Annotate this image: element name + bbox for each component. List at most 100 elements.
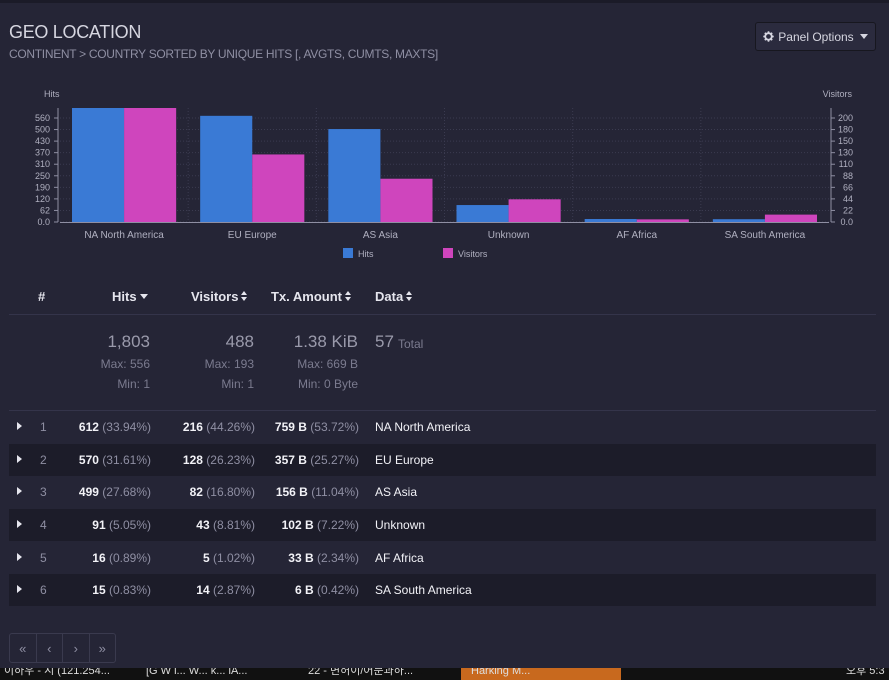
summary-hits-total: 1,803	[107, 332, 150, 351]
y-left-tick-label: 120	[35, 194, 50, 204]
row-hits: 570 (31.61%)	[78, 453, 151, 467]
col-header-tx-amount[interactable]: Tx. Amount	[271, 289, 352, 304]
y-right-tick-label: 130	[838, 148, 853, 158]
col-header-num: #	[38, 289, 46, 304]
row-index: 3	[40, 485, 47, 499]
row-tx-amount: 759 B (53.72%)	[274, 420, 359, 434]
row-visitors: 82 (16.80%)	[189, 485, 255, 499]
row-index: 4	[40, 518, 47, 532]
header-divider	[9, 314, 876, 315]
summary-divider	[9, 410, 876, 411]
y-left-tick-label: 62	[40, 205, 50, 215]
table-row[interactable]: 4 91 (5.05%) 43 (8.81%) 102 B (7.22%) Unknow…	[9, 509, 876, 541]
taskbar-item-active[interactable]: Harking M...	[461, 668, 621, 680]
bar-visitors	[764, 214, 817, 222]
row-visitors: 216 (44.26%)	[182, 420, 255, 434]
bar-visitors	[380, 178, 433, 222]
summary-visitors-total: 488	[225, 332, 254, 351]
first-page-button[interactable]: «	[10, 634, 37, 662]
legend-swatch	[343, 248, 353, 258]
row-hits: 16 (0.89%)	[92, 551, 151, 565]
row-tx-amount: 102 B (7.22%)	[281, 518, 359, 532]
x-category-label: Unknown	[488, 230, 530, 241]
row-tx-amount: 156 B (11.04%)	[275, 485, 359, 499]
row-tx-amount: 6 B (0.42%)	[294, 583, 359, 597]
bar-visitors	[124, 108, 177, 222]
y-left-tick-label: 190	[35, 182, 50, 192]
row-data: Unknown	[375, 518, 426, 532]
row-index: 2	[40, 453, 47, 467]
summary-data-total-label: Total	[398, 337, 424, 351]
next-page-button[interactable]: ›	[63, 634, 90, 662]
panel-subtitle: CONTINENT > COUNTRY SORTED BY UNIQUE HIT…	[9, 47, 438, 61]
expand-row-icon[interactable]	[17, 487, 22, 495]
table-row[interactable]: 3 499 (27.68%) 82 (16.80%) 156 B (11.04%) AS…	[9, 476, 876, 508]
summary-data-total: 57	[375, 332, 394, 351]
y-right-tick-label: 200	[838, 113, 853, 123]
table-header: # Hits Visitors Tx. Amount Data	[9, 285, 876, 309]
bar-hits	[72, 108, 125, 222]
y-right-tick-label: 88	[843, 171, 853, 181]
summary-tx-max: Max: 669 B	[297, 357, 358, 371]
row-hits: 499 (27.68%)	[78, 485, 151, 499]
bar-hits	[712, 219, 765, 222]
table-row[interactable]: 5 16 (0.89%) 5 (1.02%) 33 B (2.34%) AF Afric…	[9, 542, 876, 574]
table-row[interactable]: 1 612 (33.94%) 216 (44.26%) 759 B (53.72%) N…	[9, 411, 876, 443]
row-hits: 15 (0.83%)	[92, 583, 151, 597]
y-left-tick-label: 0.0	[37, 217, 50, 227]
expand-row-icon[interactable]	[17, 422, 22, 430]
summary-hits-min: Min: 1	[117, 377, 150, 391]
taskbar-clock: 오후 5:3	[846, 668, 885, 677]
legend-label: Visitors	[458, 249, 488, 259]
taskbar-item[interactable]: [G W i... W... k... iA...	[146, 668, 248, 677]
expand-row-icon[interactable]	[17, 585, 22, 593]
y-right-tick-label: 110	[839, 159, 853, 169]
legend-label: Hits	[358, 249, 374, 259]
y-left-tick-label: 560	[35, 113, 50, 123]
gear-icon	[763, 31, 775, 42]
row-data: AS Asia	[375, 485, 418, 499]
panel-options-label: Panel Options	[778, 29, 854, 44]
y-right-axis-label: Visitors	[823, 89, 853, 99]
row-visitors: 5 (1.02%)	[202, 551, 255, 565]
bar-hits	[456, 205, 509, 222]
x-category-label: AS Asia	[363, 230, 398, 241]
sort-icon	[406, 291, 413, 302]
col-header-hits[interactable]: Hits	[112, 289, 148, 304]
expand-row-icon[interactable]	[17, 553, 22, 561]
pagination: « ‹ › »	[9, 633, 116, 663]
summary-visitors-max: Max: 193	[204, 357, 254, 371]
row-hits: 612 (33.94%)	[78, 420, 151, 434]
last-page-button[interactable]: »	[98, 640, 106, 656]
taskbar-item[interactable]: 이하우 - 시 (121.254...	[4, 668, 110, 677]
os-taskbar: 이하우 - 시 (121.254... [G W i... W... k... …	[0, 668, 889, 680]
x-category-label: EU Europe	[228, 230, 277, 241]
taskbar-item[interactable]: 22 - 면허이/어문과하...	[308, 668, 414, 677]
row-index: 6	[40, 583, 47, 597]
table-row[interactable]: 6 15 (0.83%) 14 (2.87%) 6 B (0.42%) SA South…	[9, 574, 876, 606]
y-left-axis-label: Hits	[44, 89, 60, 99]
row-hits: 91 (5.05%)	[92, 518, 151, 532]
y-right-tick-label: 22	[843, 205, 853, 215]
panel-options-button[interactable]: Panel Options	[755, 22, 876, 51]
row-visitors: 14 (2.87%)	[196, 583, 255, 597]
row-data: SA South America	[375, 583, 472, 597]
col-header-data[interactable]: Data	[375, 289, 413, 304]
expand-row-icon[interactable]	[17, 455, 22, 463]
y-right-tick-label: 66	[843, 182, 853, 192]
summary-visitors-min: Min: 1	[221, 377, 254, 391]
y-right-tick-label: 150	[838, 136, 853, 146]
x-category-label: SA South America	[725, 230, 806, 241]
row-visitors: 128 (26.23%)	[182, 453, 255, 467]
y-left-tick-label: 310	[35, 159, 50, 169]
sort-icon	[345, 291, 352, 302]
table-row[interactable]: 2 570 (31.61%) 128 (26.23%) 357 B (25.27%) E…	[9, 444, 876, 476]
bar-visitors	[636, 219, 689, 222]
row-data: NA North America	[375, 420, 471, 434]
prev-page-button[interactable]: ‹	[37, 634, 63, 662]
expand-row-icon[interactable]	[17, 520, 22, 528]
row-data: AF Africa	[375, 551, 424, 565]
top-border	[0, 0, 889, 3]
y-right-tick-label: 180	[838, 125, 853, 135]
col-header-visitors[interactable]: Visitors	[191, 289, 248, 304]
